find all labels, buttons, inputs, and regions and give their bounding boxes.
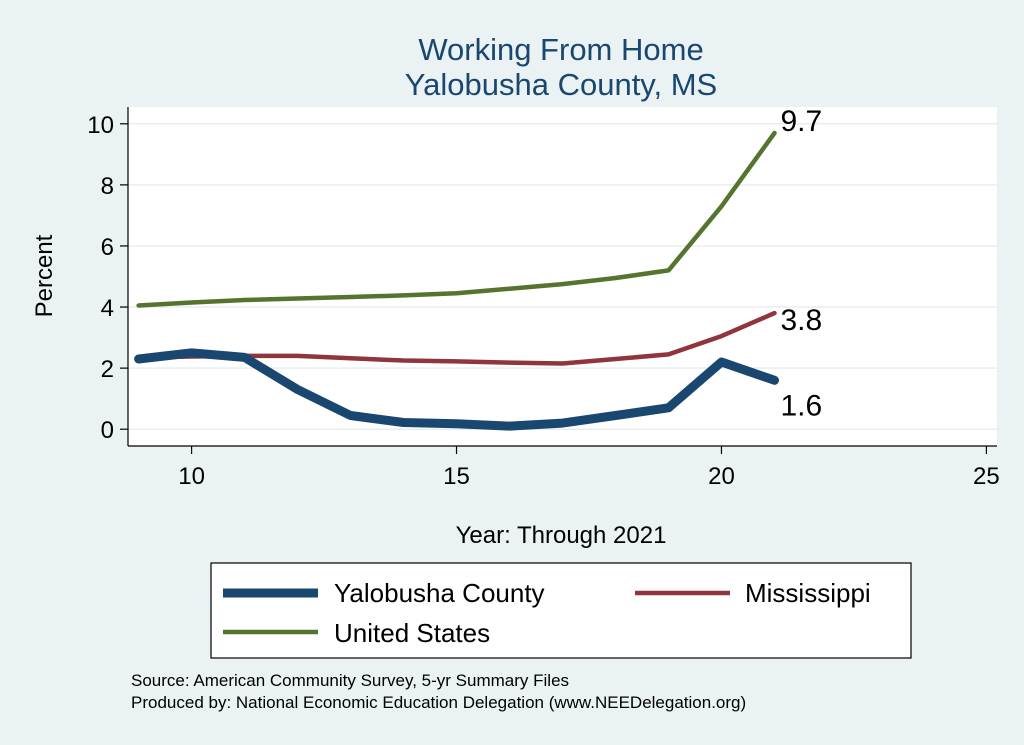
legend-label-united-states: United States [334,618,490,648]
x-tick-label: 15 [443,463,470,490]
end-label-yalobusha-county: 1.6 [780,389,822,422]
legend-label-mississippi: Mississippi [745,578,871,608]
y-tick-label: 8 [101,173,114,200]
legend-box [210,562,912,659]
producer-note: Produced by: National Economic Education… [131,693,746,712]
series-line-yalobusha-county [134,348,779,431]
series-line-united-states [136,130,777,308]
y-axis-title: Percent [31,234,58,317]
y-tick-label: 4 [101,295,114,322]
legend: Yalobusha County Mississippi United Stat… [210,562,912,659]
y-tick-label: 0 [101,417,114,444]
legend-label-yalobusha: Yalobusha County [334,578,545,608]
x-tick-label: 25 [973,463,1000,490]
x-tick-label: 10 [178,463,205,490]
x-tick-label: 20 [708,463,735,490]
y-tick-label: 2 [101,356,114,383]
y-tick-label: 6 [101,234,114,261]
end-label-united-states: 9.7 [780,105,822,138]
chart-subtitle: Yalobusha County, MS [405,67,717,102]
axis-ticks: 0 2 4 6 8 10 10 15 20 25 [87,112,999,490]
end-label-mississippi: 3.8 [780,304,822,337]
gridlines [128,123,997,430]
plot-area [128,107,997,446]
y-tick-label: 10 [87,112,114,139]
source-note: Source: American Community Survey, 5-yr … [131,671,569,690]
x-axis-title: Year: Through 2021 [456,522,667,549]
end-labels: 1.6 3.8 9.7 [780,105,822,422]
chart-title: Working From Home [418,32,703,67]
series-lines [134,130,779,431]
